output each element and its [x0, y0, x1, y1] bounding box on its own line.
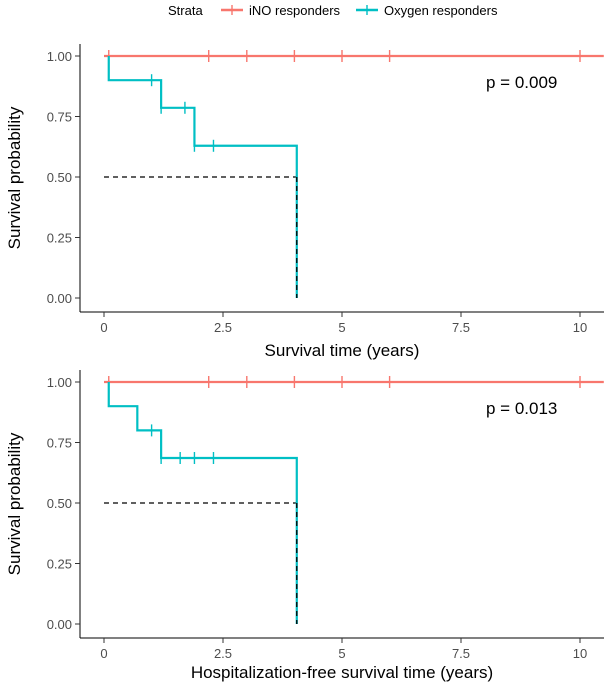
panel-1-ytick-label-0: 0.00: [47, 291, 72, 306]
panel-1-ylabel: Survival probability: [5, 106, 24, 249]
panel-2-xtick-label-2: 5: [338, 646, 345, 661]
panel-2-xtick-label-0: 0: [100, 646, 107, 661]
panel-1-ytick-labels: 0.00 0.25 0.50 0.75 1.00: [47, 49, 72, 306]
legend-item-oxygen: Oxygen responders: [356, 3, 498, 18]
panel-1-xlabel: Survival time (years): [265, 341, 420, 360]
panel-1-ytick-label-2: 0.50: [47, 170, 72, 185]
panel-2-pvalue: p = 0.013: [486, 399, 557, 418]
panel-2-ytick-labels: 0.00 0.25 0.50 0.75 1.00: [47, 375, 72, 632]
panel-1-ytick-label-4: 1.00: [47, 49, 72, 64]
panel-2-series-oxygen-curve: [107, 382, 298, 624]
legend-item-ino: iNO responders: [221, 3, 341, 18]
legend: Strata iNO responders Oxygen responders: [168, 3, 498, 18]
panel-1-xtick-label-2: 5: [338, 320, 345, 335]
panel-2-ytick-label-4: 1.00: [47, 375, 72, 390]
panel-1-pvalue: p = 0.009: [486, 73, 557, 92]
panel-1-xtick-labels: 0 2.5 5 7.5 10: [100, 320, 587, 335]
panel-2-xtick-label-1: 2.5: [214, 646, 232, 661]
panel-1-xtick-label-4: 10: [573, 320, 587, 335]
panel-2-ytick-label-2: 0.50: [47, 496, 72, 511]
panel-2-ylabel: Survival probability: [5, 432, 24, 575]
legend-title: Strata: [168, 3, 203, 18]
panel-1-ytick-label-3: 0.75: [47, 110, 72, 125]
panel-1-series-oxygen-curve: [107, 56, 298, 298]
panel-2-xtick-label-4: 10: [573, 646, 587, 661]
panel-1-xtick-label-3: 7.5: [452, 320, 470, 335]
panel-survival: 0.00 0.25 0.50 0.75 1.00 0 2.5 5 7.5 10 …: [5, 44, 604, 360]
legend-label-ino: iNO responders: [249, 3, 341, 18]
panel-1-xtick-label-1: 2.5: [214, 320, 232, 335]
panel-1-ytick-label-1: 0.25: [47, 231, 72, 246]
panel-2-ytick-label-3: 0.75: [47, 436, 72, 451]
panel-2-ytick-label-0: 0.00: [47, 617, 72, 632]
panel-2-xtick-labels: 0 2.5 5 7.5 10: [100, 646, 587, 661]
panel-2-xtick-label-3: 7.5: [452, 646, 470, 661]
panel-1-xtick-label-0: 0: [100, 320, 107, 335]
panel-2-ytick-label-1: 0.25: [47, 557, 72, 572]
panel-hospitalization: 0.00 0.25 0.50 0.75 1.00 0 2.5 5 7.5 10 …: [5, 370, 604, 682]
legend-label-oxygen: Oxygen responders: [384, 3, 498, 18]
panel-2-xlabel: Hospitalization-free survival time (year…: [191, 663, 493, 682]
